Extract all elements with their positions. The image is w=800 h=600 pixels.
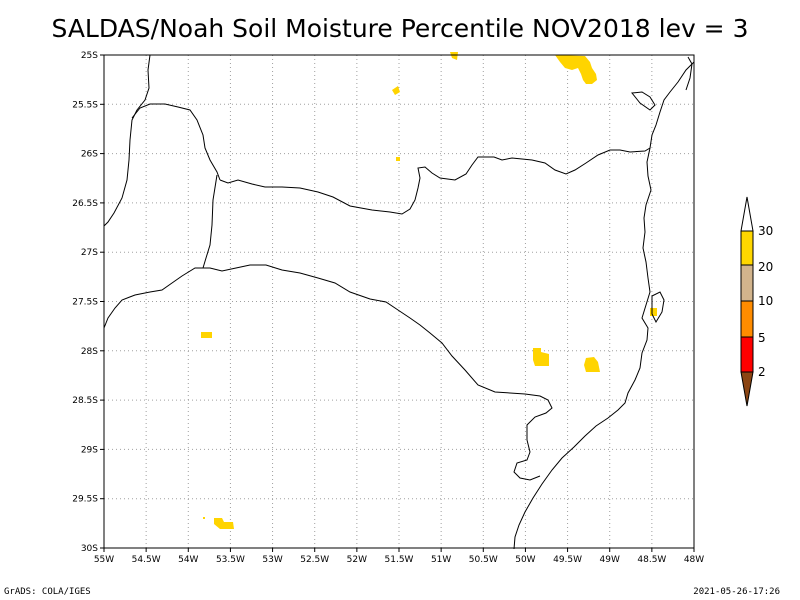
coastline [685,56,693,91]
graticule [104,55,694,548]
lat-tick-label: 29.5S [72,495,98,505]
axis-labels: 55W 54.5W 54W 53.5W 53W 52.5W 52W 51.5W 51W 50.5W… [72,51,704,565]
political-boundaries [103,54,695,550]
lon-tick-label: 48W [684,555,704,565]
shade-patch [396,157,400,161]
lat-tick-label: 29S [81,445,98,455]
lat-tick-label: 27S [81,248,98,258]
lat-tick-label: 25.5S [72,100,98,110]
legend-label-2: 2 [758,365,766,379]
lon-tick-label: 52W [347,555,367,565]
shade-patch [650,308,657,316]
shade-patch [201,332,212,338]
lat-tick-label: 30S [81,544,98,554]
legend-label-30: 30 [758,224,773,238]
boundary-line [103,264,553,481]
legend-label-20: 20 [758,260,773,274]
map-title: SALDAS/Noah Soil Moisture Percentile NOV… [51,14,749,43]
shade-patch [214,518,234,529]
lat-tick-label: 27.5S [72,298,98,308]
lat-tick-label: 26.5S [72,199,98,209]
lat-tick-label: 28.5S [72,396,98,406]
lon-tick-label: 54.5W [132,555,161,565]
soil-moisture-shading [201,52,657,529]
timestamp-text: 2021-05-26-17:26 [693,587,780,597]
lat-tick-label: 26S [81,150,98,160]
legend-swatch-20 [740,264,754,302]
boundary-line [131,103,221,181]
legend-swatch-5 [740,336,754,373]
legend-triangle-top [740,196,754,232]
lon-tick-label: 51.5W [385,555,414,565]
lon-tick-label: 49W [600,555,620,565]
lat-tick-label: 25S [81,51,98,61]
legend-swatch-10 [740,300,754,338]
lon-tick-label: 50W [515,555,535,565]
lon-tick-label: 51W [431,555,451,565]
boundary-line [219,147,651,215]
shade-patch [555,55,597,84]
lon-tick-label: 49.5W [553,555,582,565]
island-outline [651,291,665,324]
lon-tick-label: 54W [178,555,198,565]
legend-label-5: 5 [758,331,766,345]
lon-tick-label: 53.5W [216,555,245,565]
legend-triangle-bottom [740,371,754,407]
coastline [513,61,695,550]
lon-tick-label: 48.5W [637,555,666,565]
axis-ticks [100,54,695,552]
lon-tick-label: 55W [94,555,114,565]
shade-patch [392,86,400,95]
color-legend: 30 20 10 5 2 [740,196,773,407]
shade-patch [584,357,600,372]
legend-swatch-30 [740,230,754,266]
credit-text: GrADS: COLA/IGES [4,587,91,597]
boundary-line [202,174,218,269]
lon-tick-label: 52.5W [300,555,329,565]
boundary-line [103,54,151,227]
legend-label-10: 10 [758,294,773,308]
island-outline [631,91,656,111]
lon-tick-label: 50.5W [469,555,498,565]
shade-patch [450,52,458,60]
lon-tick-label: 53W [262,555,282,565]
lat-tick-label: 28S [81,347,98,357]
shade-patch [533,348,549,366]
shade-patch [203,517,205,519]
